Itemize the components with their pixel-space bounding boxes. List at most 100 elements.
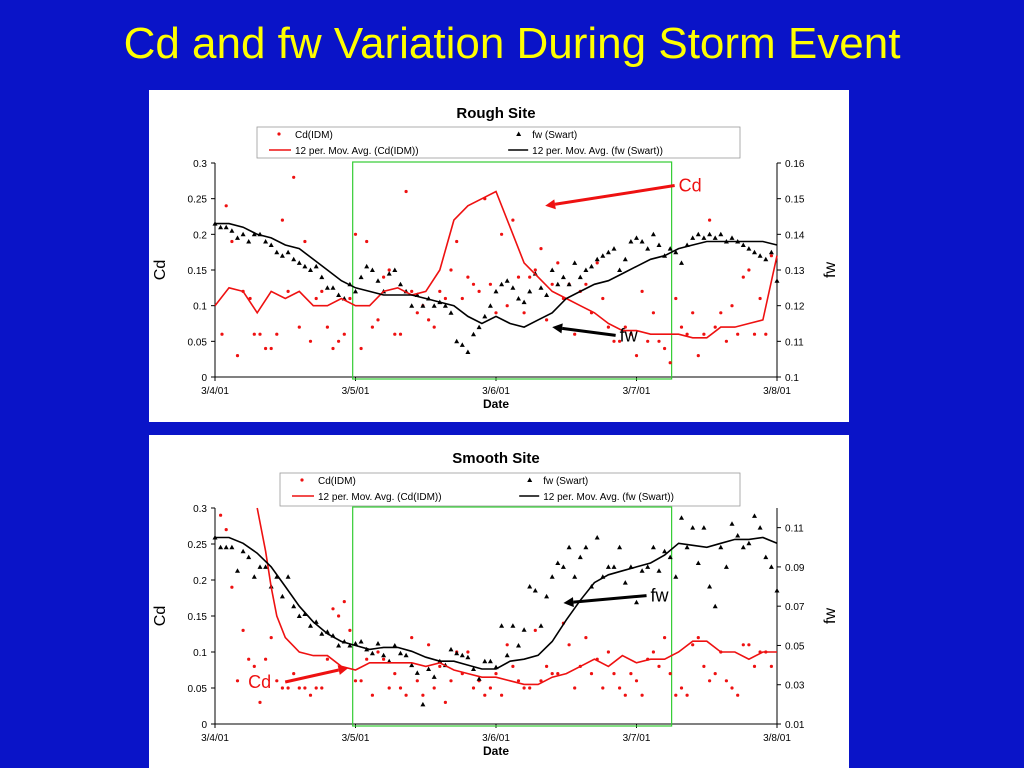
fw-moving-average-line [215, 536, 778, 670]
fw-data-point [229, 228, 235, 233]
legend-label: 12 per. Mov. Avg. (Cd(IDM)) [295, 146, 419, 157]
cd-data-point [522, 686, 526, 690]
annotation-arrow-line [284, 668, 340, 684]
cd-data-point [353, 232, 358, 236]
fw-data-point [251, 574, 257, 579]
fw-data-point [510, 285, 516, 290]
cd-data-point [477, 289, 481, 293]
cd-data-point [314, 296, 318, 301]
cd-data-point [348, 628, 352, 632]
cd-data-point [387, 268, 391, 272]
smooth-site-chart: Smooth Site Cd(IDM) fw (Swart) 12 per. Mov.… [152, 450, 839, 758]
fw-data-point [639, 239, 645, 244]
y-tick-label: 0.25 [188, 195, 208, 206]
cd-data-point [713, 672, 717, 676]
cd-data-point [663, 346, 667, 351]
fw-data-point [656, 568, 662, 573]
cd-data-point [505, 304, 509, 308]
cd-data-point [724, 339, 729, 343]
fw-data-point [718, 231, 724, 237]
fw-data-point [594, 256, 600, 262]
cd-data-point [308, 339, 313, 343]
fw-data-point [279, 593, 285, 599]
cd-data-point [736, 332, 740, 336]
fw-data-point [560, 564, 566, 569]
cd-data-point [679, 686, 684, 690]
fw-data-point [701, 235, 707, 240]
fw-data-point [673, 249, 679, 255]
fw-data-point [448, 310, 454, 315]
fw-data-point [476, 324, 482, 330]
y2-tick-label: 0.01 [785, 720, 805, 731]
cd-data-point [280, 686, 284, 690]
cd-data-point [382, 275, 386, 279]
x-tick-label: 3/5/01 [342, 733, 370, 744]
cd-data-point [314, 686, 318, 690]
cd-data-point [679, 325, 684, 329]
cd-data-point [646, 339, 650, 343]
fw-data-point [549, 574, 555, 579]
fw-data-point [622, 580, 628, 585]
fw-data-point [263, 564, 269, 569]
fw-data-point [560, 274, 566, 280]
cd-data-point [752, 332, 757, 336]
fw-data-point [566, 544, 572, 550]
cd-data-point [545, 664, 549, 668]
cd-data-point [747, 268, 751, 272]
cd-data-point [252, 332, 256, 336]
y2-tick-label: 0.05 [785, 641, 805, 652]
cd-data-point [741, 643, 745, 647]
fw-data-point [752, 249, 757, 255]
legend-fw-marker [516, 131, 522, 136]
fw-data-point [729, 235, 735, 240]
fw-data-point [757, 253, 763, 258]
fw-data-point [246, 554, 252, 560]
cd-data-point [432, 325, 436, 329]
cd-data-point [494, 311, 498, 315]
y2-axis-label: fw [822, 262, 839, 278]
cd-data-point [247, 657, 251, 661]
y2-axis-label: fw [822, 608, 839, 624]
annotation-arrow-head [552, 323, 563, 334]
fw-data-point [701, 525, 707, 530]
cd-data-point [466, 650, 470, 654]
legend-label: fw (Swart) [532, 130, 577, 141]
fw-data-point [707, 231, 713, 237]
rough-site-chart-panel: Rough Site Cd(IDM) fw (Swart) 12 per. Mov. … [149, 90, 849, 422]
slide-title: Cd and fw Variation During Storm Event [123, 19, 901, 68]
cd-data-point [651, 311, 655, 315]
fw-data-point [746, 246, 752, 251]
y-tick-label: 0 [201, 373, 207, 384]
cd-data-point [370, 325, 374, 329]
legend-label: Cd(IDM) [295, 130, 333, 141]
storm-period-highlight [352, 506, 673, 727]
x-tick-label: 3/7/01 [623, 386, 651, 397]
cd-moving-average-line [214, 190, 778, 339]
fw-data-point [690, 235, 696, 240]
fw-data-point [454, 650, 460, 656]
fw-data-point [679, 260, 684, 265]
cd-data-point [297, 686, 301, 690]
cd-data-point [258, 332, 262, 336]
cd-data-point [471, 686, 476, 690]
fw-data-point [499, 623, 505, 628]
cd-data-point [640, 289, 644, 293]
cd-data-point [629, 672, 633, 676]
cd-data-point [708, 218, 712, 222]
fw-data-point [223, 544, 229, 550]
fw-data-point [257, 564, 263, 569]
cd-data-point [308, 693, 313, 697]
cd-data-point [713, 325, 717, 329]
fw-data-point [527, 288, 533, 294]
cd-data-point [342, 332, 346, 336]
fw-data-point [229, 544, 235, 550]
cd-data-point [370, 693, 374, 697]
fw-data-point [392, 267, 398, 272]
fw-data-point [634, 599, 639, 605]
cd-data-point [286, 686, 290, 690]
cd-data-point [634, 354, 639, 358]
fw-data-point [240, 231, 246, 237]
y2-tick-label: 0.1 [785, 373, 799, 384]
fw-data-point [235, 235, 240, 240]
cd-data-point [584, 282, 588, 286]
